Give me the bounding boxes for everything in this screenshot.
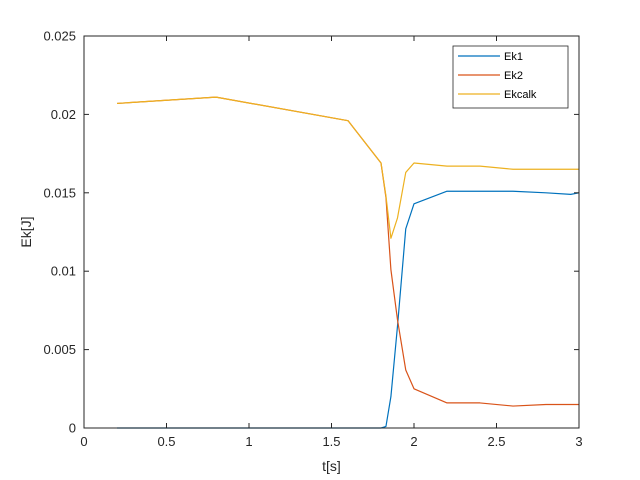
legend-label-ek2: Ek2 bbox=[504, 70, 523, 82]
y-tick-label: 0.02 bbox=[51, 107, 76, 122]
legend-label-ek1: Ek1 bbox=[504, 51, 523, 63]
series-line-ekcalk bbox=[116, 96, 579, 239]
y-axis-label: Ek[J] bbox=[18, 216, 34, 247]
y-tick-label: 0.015 bbox=[43, 185, 76, 200]
y-tick-label: 0.01 bbox=[51, 264, 76, 279]
x-axis-label: t[s] bbox=[322, 458, 341, 474]
legend: Ek1 Ek2 Ekcalk bbox=[452, 45, 569, 109]
x-tick-label: 1 bbox=[245, 434, 252, 449]
ticks-layer: 0 0.5 1 1.5 2 2.5 3 0 0.005 0.01 0.015 0.02 0.025 bbox=[43, 29, 582, 450]
legend-label-ekcalk: Ekcalk bbox=[504, 89, 537, 101]
x-tick-label: 3 bbox=[575, 434, 582, 449]
y-tick-label: 0.005 bbox=[43, 342, 76, 357]
x-tick-label: 2 bbox=[410, 434, 417, 449]
x-tick-label: 1.5 bbox=[322, 434, 340, 449]
y-tick-label: 0.025 bbox=[43, 29, 76, 44]
x-tick-label: 0.5 bbox=[157, 434, 175, 449]
x-tick-label: 2.5 bbox=[487, 434, 505, 449]
x-tick-label: 0 bbox=[80, 434, 87, 449]
y-tick-label: 0 bbox=[69, 421, 76, 436]
